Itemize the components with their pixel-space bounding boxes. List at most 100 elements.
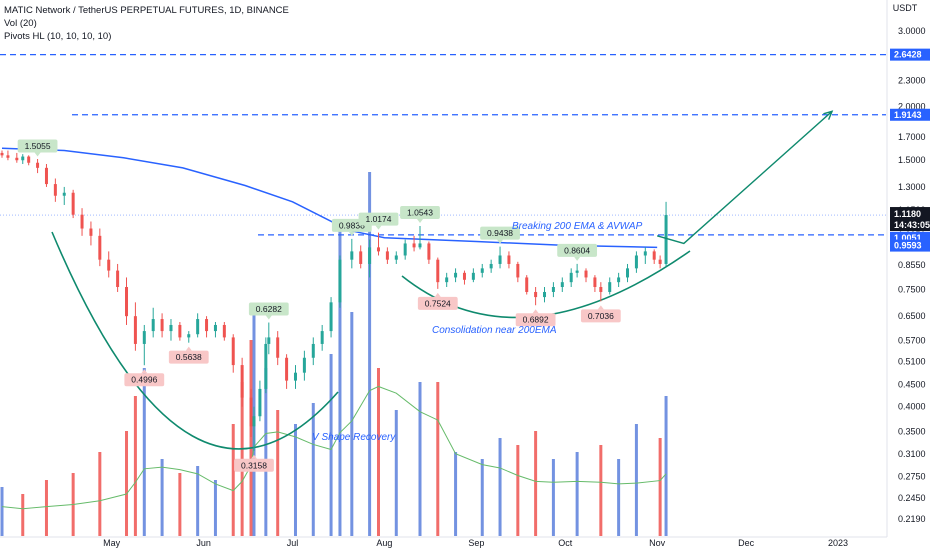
volume-bar [329,354,333,536]
volume-bar [368,172,372,536]
candle-body [338,259,342,303]
candle-body [15,157,19,161]
candle-body [350,251,354,260]
pivot-low-label: 0.6892 [523,315,549,325]
volume-bar [551,459,555,536]
candle-body [27,156,31,163]
candle-body [593,277,597,288]
pivot-low-pointer [250,454,257,459]
currency-label: USDT [893,3,918,13]
candle-body [516,263,520,278]
candle-body [525,277,529,292]
time-tick-label: Jun [196,538,211,548]
volume-bar [394,410,398,536]
candle-body [436,259,440,283]
candle-body [6,155,10,158]
pivot-low-label: 0.3158 [241,460,267,470]
volume-bar [480,459,484,536]
candle-body [445,277,449,283]
candle-body [240,365,244,398]
candle-body [385,251,389,260]
candle-body [394,255,398,260]
chart-title: MATIC Network / TetherUS PERPETUAL FUTUR… [4,5,289,16]
candle-body [160,319,164,332]
candle-body [36,162,40,168]
price-tag-label: 1.1180 [894,209,921,219]
volume-bar [44,480,48,536]
price-tag-label: 2.6428 [894,50,922,60]
price-tag-label: 0.9593 [894,241,922,251]
pivot-high-label: 1.5055 [25,141,51,151]
candle-body [264,343,268,389]
candle-body [53,184,57,196]
candle-body [258,388,262,417]
pivot-low-pointer [141,369,148,374]
price-tag-bg [890,108,930,121]
annotation-text: Breaking 200 EMA & AVWAP [512,221,643,232]
candle-body [44,167,48,185]
pivot-low-pointer [434,292,441,297]
candle-body [626,268,630,278]
volume-bar [498,438,502,536]
volume-bar [21,494,25,536]
pivot-high-pointer [34,152,41,157]
volume-bar [658,438,662,536]
candle-body [560,282,564,288]
candle-body [71,192,75,215]
price-tick-label: 0.6500 [898,311,926,321]
time-tick-label: Sep [468,538,484,548]
candle-body [359,251,363,264]
candle-body [320,331,324,344]
price-tick-label: 0.3500 [898,427,926,437]
pivot-high-box [400,205,440,219]
pivot-high-label: 0.9838 [339,220,365,230]
candle-body [480,268,484,273]
candle-body [664,215,668,264]
candle-body [575,270,579,273]
volume-bar [418,382,422,536]
candle-body [569,272,573,283]
pivot-low-pointer [597,305,604,310]
candle-body [543,291,547,298]
pivot-low-pointer [532,309,539,314]
pivot-low-label: 0.4996 [131,375,157,385]
volume-ma-line [1,385,667,510]
candle-body [412,243,416,248]
candle-body [98,235,102,260]
candle-body [62,192,66,196]
candle-body [89,228,93,236]
candle-body [584,270,588,278]
pivot-low-label: 0.7036 [588,311,614,321]
volume-bar [160,459,164,536]
pivot-high-label: 1.0174 [365,214,391,224]
pivot-low-box [124,373,165,387]
volume-bar [133,396,137,536]
candle-body [454,272,458,278]
volume-bar [231,424,235,536]
candle-body [116,270,120,288]
candle-body [21,156,25,161]
pivot-high-pointer [417,218,423,223]
volume-bar [293,424,297,536]
v-recovery-arc [51,231,339,450]
price-tick-label: 1.5000 [898,155,926,165]
horizontal-levels [0,53,886,236]
candle-body [599,287,603,292]
price-tag-label: 1.9143 [894,110,922,120]
price-tag-label: 14:43:05 [894,220,930,230]
time-axis: May Jun Jul Aug Sep Oct Nov Dec 2023 [0,536,887,548]
candle-body [498,255,502,264]
last-price-tag-bg [890,207,930,232]
price-tick-label: 0.2750 [898,472,926,482]
pivots-indicator-label: Pivots HL (10, 10, 10, 10) [4,31,112,42]
candle-body [107,259,111,271]
time-tick-label: May [103,538,121,548]
ema-line-group [1,147,658,249]
volume-bar [196,466,200,536]
candle-body [196,319,200,335]
time-tick-label: Dec [738,538,755,548]
volume-bar [575,452,579,536]
candle-body [376,247,380,252]
projection-group [656,110,834,245]
